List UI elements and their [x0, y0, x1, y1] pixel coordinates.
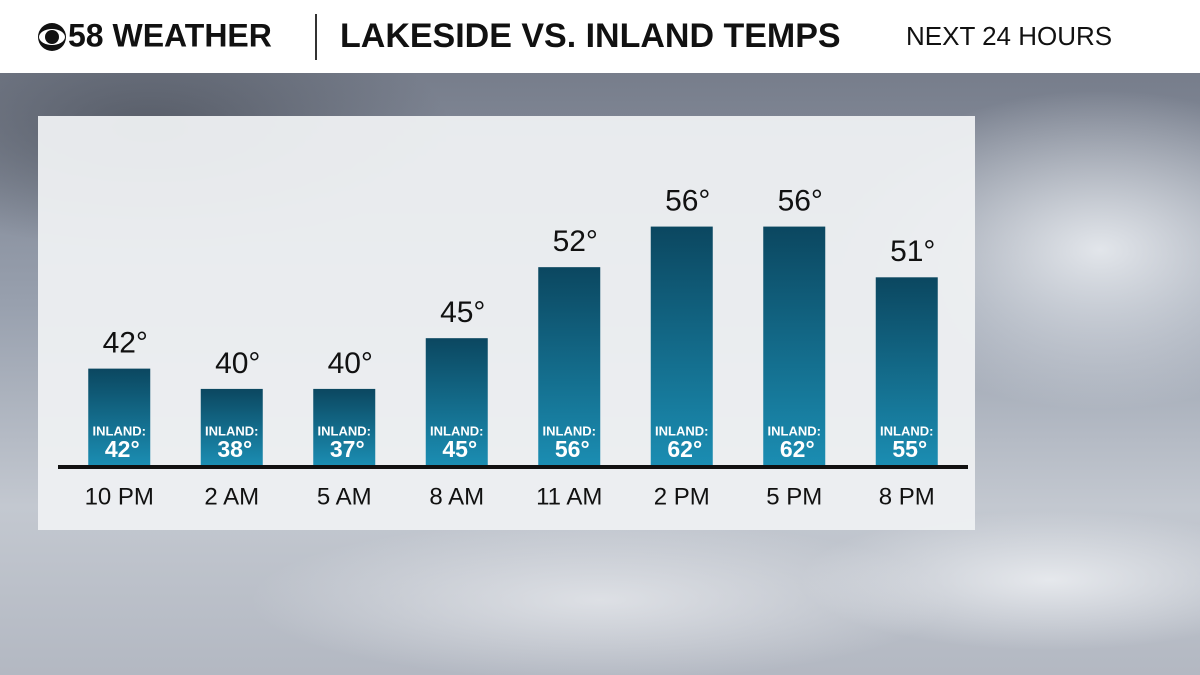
- inland-label: INLAND:: [318, 423, 371, 438]
- x-tick-label: 11 AM: [536, 483, 602, 510]
- chart-subtitle: NEXT 24 HOURS: [906, 21, 1112, 51]
- inland-label: INLAND:: [430, 423, 483, 438]
- inland-label: INLAND:: [655, 423, 708, 438]
- inland-label: INLAND:: [205, 423, 258, 438]
- inland-label: INLAND:: [768, 423, 821, 438]
- inland-value: 56°: [555, 436, 590, 462]
- chart-title: LAKESIDE VS. INLAND TEMPS: [340, 17, 841, 55]
- header-bar: [0, 0, 1200, 73]
- x-tick-label: 2 PM: [654, 483, 710, 510]
- value-label: 45°: [440, 296, 485, 329]
- value-label: 42°: [103, 327, 148, 360]
- inland-value: 55°: [892, 436, 927, 462]
- inland-value: 62°: [780, 436, 815, 462]
- value-label: 56°: [778, 185, 823, 218]
- x-tick-label: 2 AM: [204, 483, 259, 510]
- x-tick-label: 8 PM: [879, 483, 935, 510]
- bar: [200, 388, 263, 465]
- bar: [763, 226, 826, 465]
- x-tick-label: 5 PM: [766, 483, 822, 510]
- bar: [88, 368, 151, 465]
- inland-label: INLAND:: [880, 423, 933, 438]
- bar: [650, 226, 713, 465]
- x-tick-label: 8 AM: [429, 483, 484, 510]
- bar: [313, 388, 376, 465]
- inland-value: 42°: [105, 436, 140, 462]
- x-tick-label: 10 PM: [85, 483, 154, 510]
- inland-value: 38°: [217, 436, 252, 462]
- bar: [875, 277, 938, 465]
- cbs-eye-logo: [38, 23, 66, 51]
- value-label: 52°: [553, 225, 598, 258]
- inland-value: 62°: [667, 436, 702, 462]
- inland-label: INLAND:: [93, 423, 146, 438]
- value-label: 40°: [215, 347, 260, 380]
- bar: [538, 267, 601, 465]
- inland-value: 37°: [330, 436, 365, 462]
- value-label: 56°: [665, 185, 710, 218]
- bar: [425, 338, 488, 465]
- value-label: 51°: [890, 235, 935, 268]
- inland-value: 45°: [442, 436, 477, 462]
- x-tick-label: 5 AM: [317, 483, 372, 510]
- inland-label: INLAND:: [543, 423, 596, 438]
- brand: 58 WEATHER: [68, 17, 272, 53]
- value-label: 40°: [328, 347, 373, 380]
